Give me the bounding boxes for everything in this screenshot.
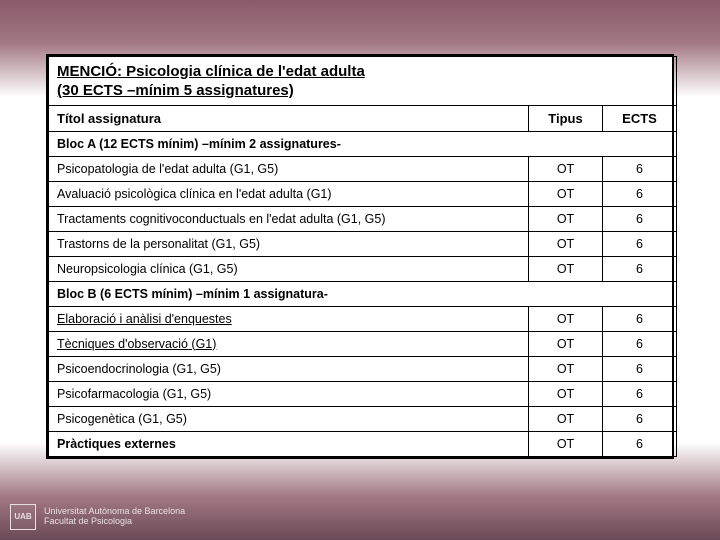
- uab-logo: UAB: [10, 504, 36, 530]
- row-title: Tècniques d'observació (G1): [49, 331, 529, 356]
- table-row: Psicopatologia de l'edat adulta (G1, G5)…: [49, 156, 677, 181]
- row-tipus: OT: [529, 356, 603, 381]
- course-table: MENCIÓ: Psicologia clínica de l'edat adu…: [48, 56, 677, 457]
- row-tipus: OT: [529, 381, 603, 406]
- table-row: Psicofarmacologia (G1, G5)OT6: [49, 381, 677, 406]
- footer-text: Universitat Autònoma de Barcelona Facult…: [44, 507, 185, 527]
- table-row: Avaluació psicològica clínica en l'edat …: [49, 181, 677, 206]
- row-title: Elaboració i anàlisi d'enquestes: [49, 306, 529, 331]
- row-title: Psicofarmacologia (G1, G5): [49, 381, 529, 406]
- table-header-title: MENCIÓ: Psicologia clínica de l'edat adu…: [49, 57, 677, 106]
- bloc-b-label: Bloc B (6 ECTS mínim) –mínim 1 assignatu…: [49, 281, 677, 306]
- row-ects: 6: [603, 381, 677, 406]
- bloc-a-header: Bloc A (12 ECTS mínim) –mínim 2 assignat…: [49, 131, 677, 156]
- table-row: Elaboració i anàlisi d'enquestesOT6: [49, 306, 677, 331]
- footer: UAB Universitat Autònoma de Barcelona Fa…: [10, 504, 185, 530]
- row-ects: 6: [603, 306, 677, 331]
- header-line1: MENCIÓ: Psicologia clínica de l'edat adu…: [57, 63, 365, 80]
- row-title: Psicopatologia de l'edat adulta (G1, G5): [49, 156, 529, 181]
- row-title: Pràctiques externes: [49, 431, 529, 456]
- footer-line1: Universitat Autònoma de Barcelona: [44, 506, 185, 516]
- footer-line2: Facultat de Psicologia: [44, 516, 132, 526]
- table-row: Neuropsicologia clínica (G1, G5)OT6: [49, 256, 677, 281]
- row-tipus: OT: [529, 256, 603, 281]
- table-row: Pràctiques externesOT6: [49, 431, 677, 456]
- row-tipus: OT: [529, 306, 603, 331]
- col-tipus: Tipus: [529, 105, 603, 131]
- row-title: Psicoendocrinologia (G1, G5): [49, 356, 529, 381]
- row-tipus: OT: [529, 431, 603, 456]
- row-ects: 6: [603, 156, 677, 181]
- row-ects: 6: [603, 206, 677, 231]
- row-title: Tractaments cognitivoconductuals en l'ed…: [49, 206, 529, 231]
- row-tipus: OT: [529, 331, 603, 356]
- row-tipus: OT: [529, 231, 603, 256]
- row-tipus: OT: [529, 156, 603, 181]
- header-line2: (30 ECTS –mínim 5 assignatures): [57, 82, 294, 99]
- table-row: Psicoendocrinologia (G1, G5)OT6: [49, 356, 677, 381]
- column-headers: Títol assignatura Tipus ECTS: [49, 105, 677, 131]
- bloc-b-header: Bloc B (6 ECTS mínim) –mínim 1 assignatu…: [49, 281, 677, 306]
- row-ects: 6: [603, 431, 677, 456]
- row-tipus: OT: [529, 181, 603, 206]
- row-title: Trastorns de la personalitat (G1, G5): [49, 231, 529, 256]
- row-ects: 6: [603, 331, 677, 356]
- row-title: Avaluació psicològica clínica en l'edat …: [49, 181, 529, 206]
- course-table-frame: MENCIÓ: Psicologia clínica de l'edat adu…: [46, 54, 674, 459]
- table-row: Tècniques d'observació (G1)OT6: [49, 331, 677, 356]
- row-ects: 6: [603, 406, 677, 431]
- row-title: Neuropsicologia clínica (G1, G5): [49, 256, 529, 281]
- row-tipus: OT: [529, 406, 603, 431]
- row-ects: 6: [603, 356, 677, 381]
- table-row: Trastorns de la personalitat (G1, G5)OT6: [49, 231, 677, 256]
- col-ects: ECTS: [603, 105, 677, 131]
- table-row: Tractaments cognitivoconductuals en l'ed…: [49, 206, 677, 231]
- col-title: Títol assignatura: [49, 105, 529, 131]
- row-tipus: OT: [529, 206, 603, 231]
- row-ects: 6: [603, 231, 677, 256]
- row-title: Psicogenètica (G1, G5): [49, 406, 529, 431]
- table-row: Psicogenètica (G1, G5)OT6: [49, 406, 677, 431]
- bloc-a-label: Bloc A (12 ECTS mínim) –mínim 2 assignat…: [49, 131, 677, 156]
- row-ects: 6: [603, 181, 677, 206]
- row-ects: 6: [603, 256, 677, 281]
